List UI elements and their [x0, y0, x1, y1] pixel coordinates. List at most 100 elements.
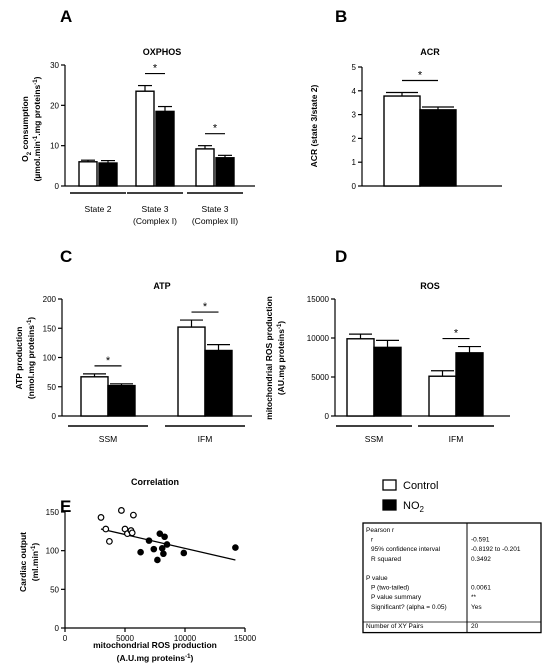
- panel-a-group-label: State 3: [142, 204, 169, 214]
- legend-label-no2: NO2: [403, 500, 425, 514]
- panel-c-title: ATP: [153, 281, 170, 291]
- stats-table-cell-value: -0.8192 to -0.201: [471, 546, 521, 553]
- panel-d-sig-star: *: [454, 328, 459, 340]
- panel-a-ytick-label: 20: [50, 101, 59, 110]
- panel-a-title: OXPHOS: [143, 47, 182, 57]
- panel-e-xtick-label: 5000: [116, 634, 134, 643]
- panel-d-no2-bar: [455, 352, 484, 417]
- panel-a-control-bar: [195, 148, 215, 187]
- panel-e-no2-point: [163, 541, 171, 548]
- panel-a-ytick-label: 30: [50, 61, 59, 70]
- panel-e-xtick-label: 0: [63, 634, 68, 643]
- panel-e-no2-point: [180, 549, 188, 557]
- panel-e-no2-point: [156, 530, 164, 537]
- panel-c-ytick-label: 150: [43, 324, 57, 333]
- panel-c-control-bar: [177, 326, 206, 417]
- panel-e-control-point: [129, 511, 137, 519]
- panel-e-ytick-label: 150: [46, 508, 60, 517]
- panel-e-no2-point: [161, 533, 168, 541]
- panel-letter-c: C: [60, 247, 72, 266]
- panel-letter-b: B: [335, 7, 347, 26]
- stats-table-cell-value: Yes: [471, 604, 482, 611]
- panel-e-no2-point: [145, 537, 153, 544]
- panel-a-group-label: (Complex I): [133, 216, 177, 226]
- panel-e-no2-point: [160, 550, 167, 558]
- panel-e-ytick-label: 0: [55, 624, 60, 633]
- stats-table-cell-label: P value: [366, 575, 388, 582]
- panel-c-ylabel-1: ATP production: [14, 327, 24, 390]
- panel-a-group-label: (Complex II): [192, 216, 238, 226]
- panel-e-ytick-label: 50: [50, 585, 59, 594]
- panel-b-ytick-label: 1: [352, 158, 357, 167]
- panel-e-no2-point: [158, 545, 166, 552]
- panel-c-ytick-label: 0: [52, 412, 57, 421]
- stats-table-cell-label: P (two-tailed): [371, 585, 409, 592]
- legend-swatch-control: [382, 479, 397, 491]
- panel-c-no2-bar: [204, 349, 233, 417]
- panel-c-ytick-label: 50: [47, 383, 56, 392]
- legend-label-control: Control: [403, 480, 438, 492]
- panel-c-no2-bar: [107, 384, 136, 417]
- stats-table-cell-label: Significant? (alpha = 0.05): [371, 604, 447, 611]
- panel-e-ytick-label: 100: [46, 547, 60, 556]
- panel-b-ytick-label: 3: [352, 111, 357, 120]
- panel-c-ytick-label: 200: [43, 295, 57, 304]
- panel-d-ytick-label: 0: [325, 412, 330, 421]
- panel-c-sig-star: *: [203, 301, 208, 313]
- panel-d-ylabel-1: mitochondrial ROS production: [264, 296, 274, 420]
- panel-c-group-label: SSM: [99, 434, 117, 444]
- panel-e-control-point: [102, 525, 110, 533]
- panel-c-ytick-label: 100: [43, 354, 57, 363]
- panel-e-ylabel-2: (ml.min-1): [30, 543, 40, 582]
- panel-a-group-label: State 2: [85, 204, 112, 214]
- panel-a-ytick-label: 10: [50, 142, 59, 151]
- stats-table-cell-label: Number of XY Pairs: [366, 623, 424, 630]
- panel-e-title: Correlation: [131, 477, 179, 487]
- panel-e-xtick-label: 15000: [234, 634, 257, 643]
- panel-a-control-bar: [78, 161, 98, 187]
- panel-e-xtick-label: 10000: [174, 634, 197, 643]
- panel-e-no2-point: [232, 544, 239, 551]
- legend: Control NO2: [382, 479, 438, 514]
- panel-e-no2-point: [137, 548, 144, 556]
- panel-e-control-point: [128, 529, 136, 537]
- panel-e-control-point: [105, 537, 113, 545]
- stats-table-cell-label: Pearson r: [366, 527, 395, 534]
- stats-table-cell-label: r: [371, 537, 374, 544]
- stats-table-cell-value: 0.0061: [471, 585, 491, 592]
- panel-e-no2-point: [154, 556, 161, 564]
- panel-a-ytick-label: 0: [55, 182, 60, 191]
- panel-a-sig-star: *: [153, 63, 158, 75]
- panel-a-ylabel-1: O2 consumption: [20, 96, 33, 162]
- panel-b-ytick-label: 5: [352, 63, 357, 72]
- panel-a-no2-bar: [215, 157, 235, 187]
- panel-b-ytick-label: 2: [352, 134, 357, 143]
- panel-b-ylabel: ACR (state 3/state 2): [309, 85, 319, 168]
- panel-letter-d: D: [335, 247, 347, 266]
- panel-b-sig-star: *: [418, 69, 423, 81]
- panel-e-xlabel-2: (A.U.mg proteins-1): [117, 653, 194, 663]
- panel-b-control-bar: [383, 95, 421, 187]
- panel-c-ylabel-2: (nmol.mg proteins-1): [26, 317, 36, 399]
- panel-d-no2-bar: [373, 346, 402, 417]
- panel-e-ylabel-1: Cardiac output: [18, 532, 28, 592]
- panel-d-ytick-label: 10000: [307, 334, 330, 343]
- panel-a-no2-bar: [98, 162, 118, 187]
- stats-table-cell-value: 20: [471, 623, 479, 630]
- panel-a-group-label: State 3: [202, 204, 229, 214]
- panel-d-group-label: IFM: [449, 434, 464, 444]
- panel-a-control-bar: [135, 90, 155, 187]
- stats-table-cell-value: -0.591: [471, 537, 490, 544]
- panel-c-control-bar: [80, 376, 109, 417]
- panel-b-no2-bar: [419, 109, 457, 187]
- stats-table: Pearson r r -0.591 95% confidence interval -…: [362, 522, 542, 634]
- panel-d-ylabel-2: (AU.mg proteins-1): [276, 321, 286, 395]
- panel-a-sig-star: *: [213, 123, 218, 135]
- panel-b-ytick-label: 4: [352, 87, 357, 96]
- panel-c-group-label: IFM: [198, 434, 213, 444]
- stats-table-cell-value: 0.3492: [471, 556, 491, 563]
- stats-table-cell-label: P value summary: [371, 594, 422, 601]
- stats-table-cell-label: R squared: [371, 556, 401, 563]
- panel-a-no2-bar: [155, 110, 175, 187]
